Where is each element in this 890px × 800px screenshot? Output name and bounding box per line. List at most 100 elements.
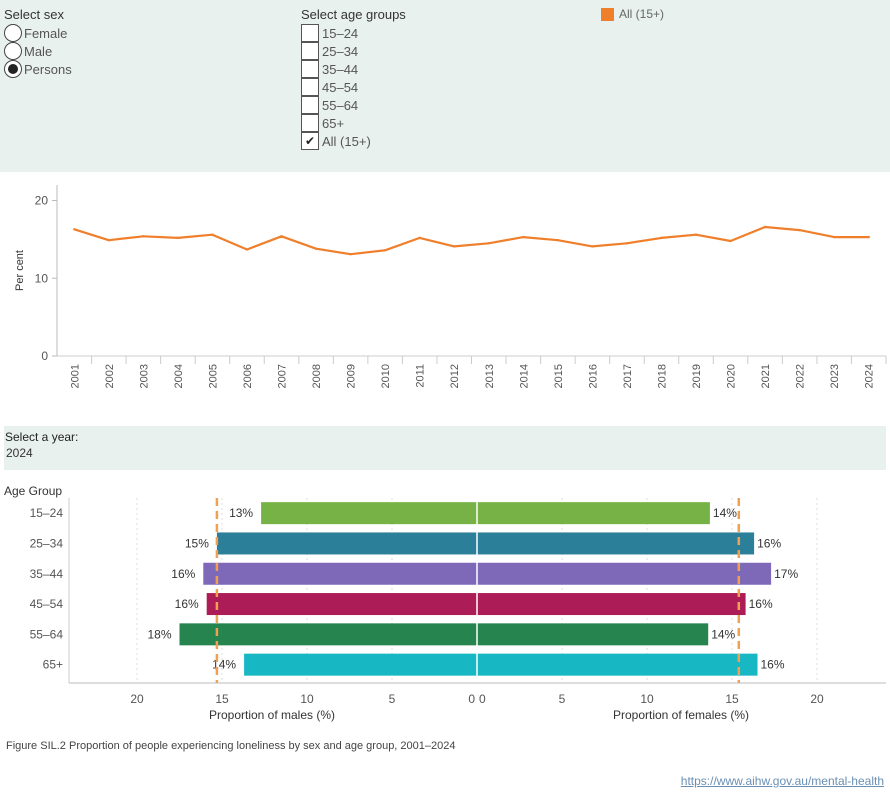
checkbox-icon[interactable]: [301, 42, 319, 60]
x-tick-label: 2008: [311, 364, 323, 388]
radio-icon[interactable]: [4, 42, 22, 60]
figure-caption: Figure SIL.2 Proportion of people experi…: [6, 740, 456, 752]
data-point: [763, 225, 767, 229]
legend-item[interactable]: All (15+): [601, 7, 664, 21]
radio-female[interactable]: Female: [4, 24, 67, 42]
male-value-label: 13%: [229, 506, 253, 520]
radio-male[interactable]: Male: [4, 42, 52, 60]
checkbox-55-64[interactable]: 55–64: [301, 96, 358, 114]
checkbox-label: All (15+): [322, 133, 371, 149]
age-filter-title: Select age groups: [301, 7, 406, 22]
x-tick-label: 2017: [622, 364, 634, 388]
checkbox-icon[interactable]: [301, 114, 319, 132]
radio-persons[interactable]: Persons: [4, 60, 72, 78]
male-bar: [179, 623, 477, 646]
category-label: 55–64: [30, 627, 64, 641]
checkbox-45-54[interactable]: 45–54: [301, 78, 358, 96]
x-tick-label: 5: [389, 692, 396, 706]
female-bar: [477, 653, 758, 676]
checkbox-65-plus[interactable]: 65+: [301, 114, 344, 132]
data-point: [625, 242, 629, 245]
data-point: [867, 235, 870, 239]
legend-swatch: [601, 7, 614, 21]
male-bar: [206, 593, 477, 616]
data-point: [73, 228, 76, 231]
female-value-label: 17%: [774, 567, 798, 581]
data-point: [176, 236, 180, 240]
checkbox-label: 35–44: [322, 61, 359, 77]
x-tick-label: 15: [215, 692, 229, 706]
data-point: [418, 236, 421, 240]
x-tick-label: 0: [479, 692, 486, 706]
x-tick-label: 0: [468, 692, 475, 706]
x-tick-label: 2012: [449, 364, 461, 388]
x-tick-label: 2005: [207, 364, 219, 388]
female-bar: [477, 562, 772, 585]
pyramid-bar-chart: Age Group 15–24 13% 14% 25–34 15% 16% 35–44 16% 1…: [4, 484, 886, 722]
checkbox-all[interactable]: ✔ All (15+): [301, 132, 371, 150]
filter-panel: Select sex Female Male Persons Select ag…: [0, 0, 890, 172]
year-selector-label: Select a year:: [5, 430, 79, 444]
male-bar: [216, 532, 477, 555]
x-tick-label: 5: [559, 692, 566, 706]
data-point: [107, 238, 111, 242]
checkbox-35-44[interactable]: 35–44: [301, 60, 358, 78]
data-point: [245, 248, 249, 251]
y-tick-label: 20: [35, 194, 49, 208]
x-tick-label: 2022: [795, 364, 807, 388]
x-tick-label: 2015: [553, 364, 565, 388]
checkbox-25-34[interactable]: 25–34: [301, 42, 358, 60]
x-tick-label: 2019: [691, 364, 703, 388]
male-value-label: 14%: [212, 658, 236, 672]
x-tick-label: 2011: [415, 364, 427, 388]
female-value-label: 14%: [713, 506, 737, 520]
data-point: [453, 245, 456, 248]
male-value-label: 16%: [171, 567, 195, 581]
data-point: [349, 252, 352, 256]
category-label: 25–34: [30, 536, 64, 550]
radio-icon[interactable]: [4, 24, 22, 42]
data-point: [522, 235, 525, 239]
male-value-label: 15%: [185, 536, 209, 550]
x-tick-label: 10: [640, 692, 654, 706]
checkbox-label: 15–24: [322, 25, 359, 41]
x-tick-label: 2021: [760, 364, 772, 388]
checkmark-icon[interactable]: ✔: [301, 132, 319, 150]
data-point: [798, 228, 801, 232]
checkbox-icon[interactable]: [301, 78, 319, 96]
checkbox-label: 55–64: [322, 97, 359, 113]
bar-chart-title: Age Group: [4, 484, 62, 498]
female-axis-title: Proportion of females (%): [613, 708, 749, 722]
x-tick-label: 2018: [656, 364, 668, 388]
x-tick-label: 15: [725, 692, 739, 706]
radio-selected-icon[interactable]: [4, 60, 22, 78]
checkbox-icon[interactable]: [301, 60, 319, 78]
x-tick-label: 20: [130, 692, 144, 706]
x-tick-label: 2024: [864, 364, 876, 388]
x-tick-label: 2003: [138, 364, 150, 388]
x-tick-label: 2007: [277, 364, 289, 388]
female-value-label: 14%: [711, 627, 735, 641]
x-tick-label: 2004: [173, 364, 185, 388]
sex-filter-title: Select sex: [4, 7, 64, 22]
source-link[interactable]: https://www.aihw.gov.au/mental-health: [680, 774, 884, 788]
x-tick-label: 2010: [380, 364, 392, 388]
data-point: [591, 245, 594, 248]
male-bar: [244, 653, 477, 676]
data-point: [142, 235, 145, 238]
x-tick-label: 2023: [829, 364, 841, 388]
radio-label: Persons: [24, 61, 72, 77]
checkbox-icon[interactable]: [301, 24, 319, 42]
year-selector[interactable]: Select a year: 2024: [4, 426, 886, 470]
checkbox-icon[interactable]: [301, 96, 319, 114]
checkbox-15-24[interactable]: 15–24: [301, 24, 358, 42]
data-point: [383, 249, 387, 252]
x-tick-label: 2002: [104, 364, 116, 388]
x-tick-label: 2020: [726, 364, 738, 388]
data-point: [832, 235, 836, 239]
legend-label: All (15+): [619, 7, 665, 21]
x-tick-label: 2016: [587, 364, 599, 388]
year-selector-value[interactable]: 2024: [6, 446, 33, 460]
data-point: [487, 242, 490, 245]
category-label: 35–44: [30, 567, 64, 581]
